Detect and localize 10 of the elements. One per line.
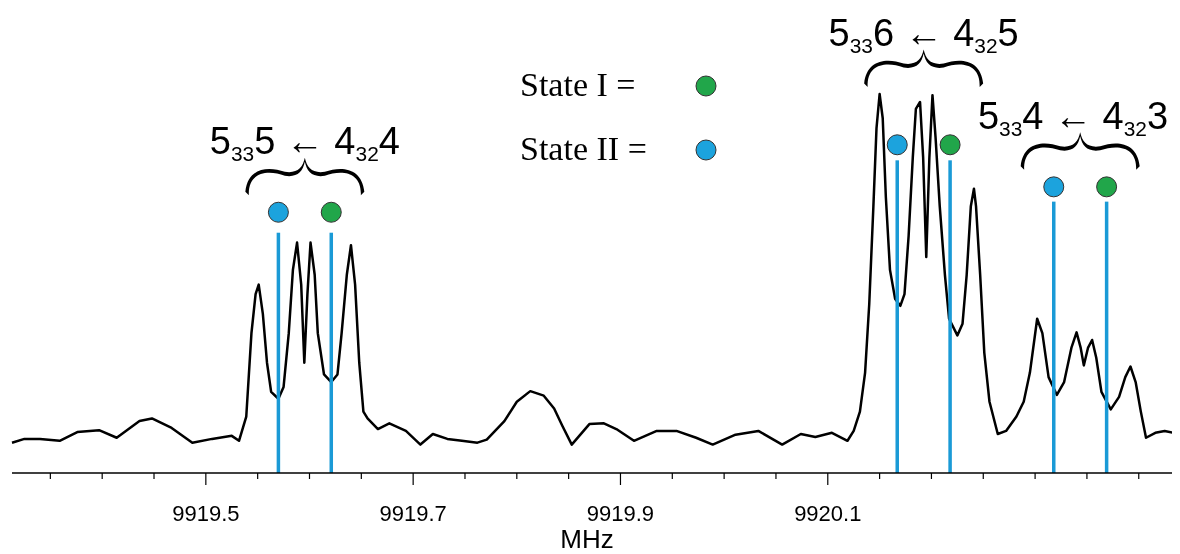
x-tick-label: 9919.5 xyxy=(172,501,240,526)
legend-label: State II = xyxy=(520,130,647,167)
legend-label: State I = xyxy=(520,66,636,103)
annotation: 5$_{33}$4 ← 4$_{32}$3 xyxy=(977,94,1169,141)
text: 5$_{33}$6 ← 4$_{32}$5 xyxy=(828,12,1019,58)
x-tick-label: 9919.9 xyxy=(586,501,655,526)
x-axis-title: MHz xyxy=(560,524,614,554)
annotation: 5$_{33}$5 ← 4$_{32}$4 xyxy=(209,120,400,166)
x-tick-label: 9919.7 xyxy=(379,501,447,526)
x-tick-label: 9920.1 xyxy=(794,501,862,526)
